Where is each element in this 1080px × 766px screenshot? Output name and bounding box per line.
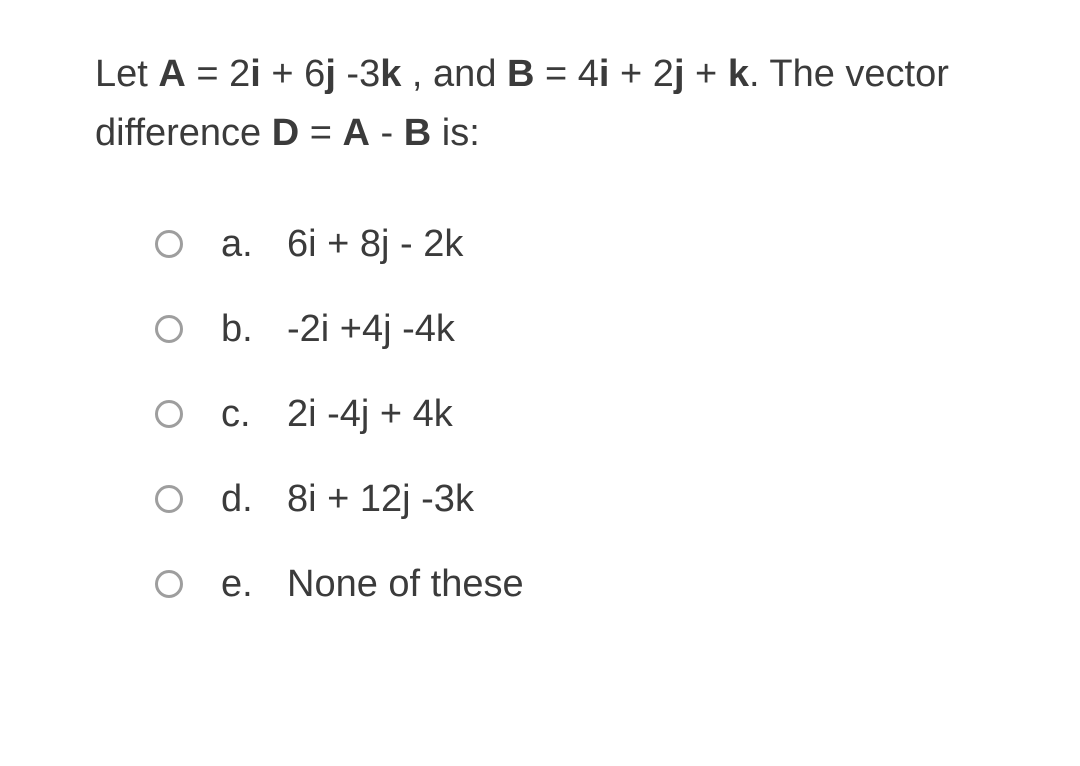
question-part: Let	[95, 53, 158, 95]
radio-button-e[interactable]	[155, 570, 183, 598]
question-part: = 4	[534, 53, 598, 95]
question-part: D	[272, 112, 299, 154]
question-part: =	[299, 112, 342, 154]
question-part: -3	[336, 53, 380, 95]
options-list: a. 6i + 8j - 2k b. -2i +4j -4k c. 2i -4j…	[95, 223, 985, 606]
question-part: A	[343, 112, 370, 154]
question-part: j	[325, 53, 336, 95]
option-text: None of these	[287, 563, 524, 606]
option-b[interactable]: b. -2i +4j -4k	[155, 308, 985, 351]
question-part: j	[674, 53, 685, 95]
option-letter: a.	[221, 223, 271, 266]
question-part: A	[158, 53, 185, 95]
question-part: + 6	[261, 53, 325, 95]
option-letter: e.	[221, 563, 271, 606]
question-part: k	[380, 53, 401, 95]
option-text: 8i + 12j -3k	[287, 478, 474, 521]
option-text: -2i +4j -4k	[287, 308, 455, 351]
option-letter: c.	[221, 393, 271, 436]
radio-button-d[interactable]	[155, 485, 183, 513]
question-part: i	[250, 53, 261, 95]
option-letter: b.	[221, 308, 271, 351]
radio-button-c[interactable]	[155, 400, 183, 428]
option-letter: d.	[221, 478, 271, 521]
radio-button-b[interactable]	[155, 315, 183, 343]
option-text: 6i + 8j - 2k	[287, 223, 463, 266]
question-part: -	[370, 112, 404, 154]
option-d[interactable]: d. 8i + 12j -3k	[155, 478, 985, 521]
radio-button-a[interactable]	[155, 230, 183, 258]
option-text: 2i -4j + 4k	[287, 393, 453, 436]
option-a[interactable]: a. 6i + 8j - 2k	[155, 223, 985, 266]
question-part: , and	[401, 53, 507, 95]
option-c[interactable]: c. 2i -4j + 4k	[155, 393, 985, 436]
question-part: i	[599, 53, 610, 95]
question-part: k	[728, 53, 749, 95]
question-part: = 2	[186, 53, 250, 95]
question-part: is:	[431, 112, 480, 154]
question-part: B	[404, 112, 431, 154]
question-part: +	[685, 53, 728, 95]
question-part: + 2	[609, 53, 673, 95]
question-part: B	[507, 53, 534, 95]
question-prompt: Let A = 2i + 6j -3k , and B = 4i + 2j + …	[95, 45, 985, 163]
option-e[interactable]: e. None of these	[155, 563, 985, 606]
